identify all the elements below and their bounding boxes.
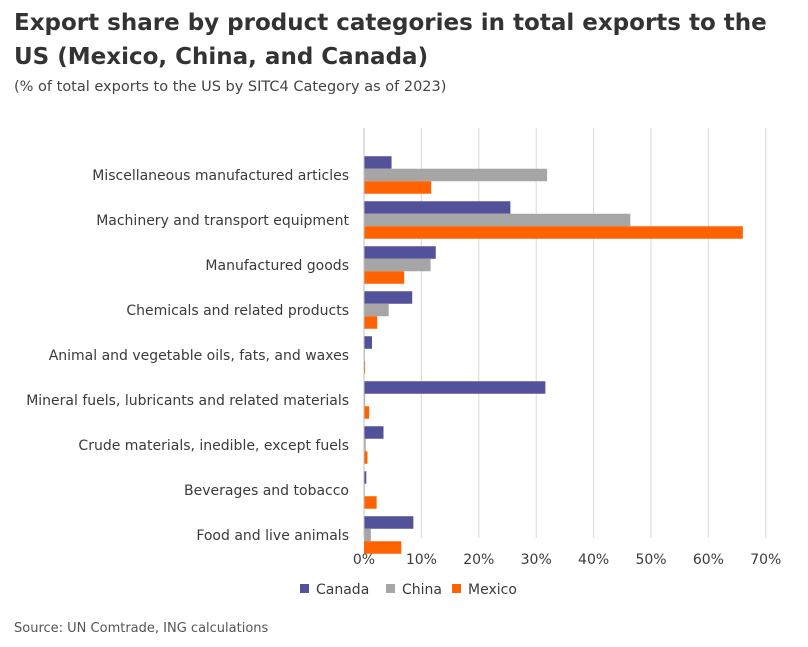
bar-china (364, 213, 631, 227)
category-label: Beverages and tobacco (184, 483, 349, 499)
category-label: Chemicals and related products (126, 303, 349, 319)
category-label: Animal and vegetable oils, fats, and wax… (49, 348, 349, 364)
bar-china (364, 258, 431, 272)
chart-subtitle: (% of total exports to the US by SITC4 C… (14, 79, 447, 95)
category-label: Manufactured goods (205, 258, 349, 274)
bar-china (364, 438, 366, 452)
x-tick-label: 10% (406, 552, 437, 568)
bar-canada (364, 291, 413, 304)
bar-mexico (364, 316, 378, 329)
category-label: Mineral fuels, lubricants and related ma… (26, 393, 349, 409)
x-tick-label: 70% (750, 552, 781, 568)
legend-label: Canada (316, 582, 369, 598)
bar-mexico (364, 226, 743, 239)
bar-canada (364, 336, 373, 349)
bar-mexico (364, 451, 368, 464)
bar-mexico (364, 271, 405, 284)
source-note: Source: UN Comtrade, ING calculations (14, 621, 269, 636)
bar-mexico (364, 406, 370, 419)
x-tick-label: 40% (578, 552, 609, 568)
bar-canada (364, 381, 546, 394)
bar-mexico (364, 181, 432, 194)
bar-canada (364, 201, 511, 214)
legend-label: Mexico (468, 582, 517, 598)
category-label: Crude materials, inedible, except fuels (78, 438, 349, 454)
bar-canada (364, 156, 392, 169)
category-label: Machinery and transport equipment (96, 213, 349, 229)
bar-china (364, 303, 389, 317)
legend-swatch-mexico (452, 584, 461, 593)
bar-canada (364, 426, 384, 439)
legend-swatch-china (386, 584, 395, 593)
legend-label: China (402, 582, 442, 598)
bar-china (364, 528, 371, 542)
bar-canada (364, 471, 367, 484)
x-tick-label: 60% (693, 552, 724, 568)
bar-mexico (364, 541, 402, 554)
category-label: Food and live animals (196, 528, 349, 544)
x-tick-label: 30% (521, 552, 552, 568)
bar-canada (364, 246, 436, 259)
x-tick-label: 50% (635, 552, 666, 568)
legend-swatch-canada (300, 584, 309, 593)
bar-china (364, 393, 366, 407)
chart-title: Export share by product categories in to… (14, 10, 767, 70)
x-tick-label: 20% (463, 552, 494, 568)
bar-mexico (364, 361, 366, 374)
x-tick-label: 0% (353, 552, 375, 568)
bar-mexico (364, 496, 377, 509)
bar-canada (364, 516, 414, 529)
bar-china (364, 168, 548, 182)
category-label: Miscellaneous manufactured articles (92, 168, 349, 184)
